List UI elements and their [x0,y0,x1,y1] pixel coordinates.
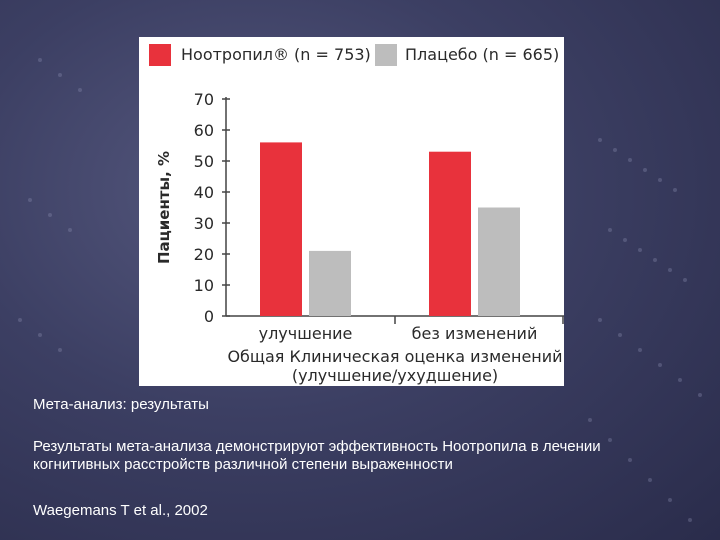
slide-title: Мета-анализ: результаты [33,396,209,413]
y-axis-label: Пациенты, % [155,151,173,264]
bar-nootropil [260,142,302,316]
y-tick-label: 40 [194,183,214,202]
bar-nootropil [429,151,471,316]
y-tick-label: 60 [194,121,214,140]
x-axis-label-line2: (улучшение/ухудшение) [292,366,498,385]
slide-citation: Waegemans T et al., 2002 [33,502,208,519]
bar-chart: 0 10 20 30 40 50 60 70 улучшение без изменений Пац… [155,90,564,385]
y-tick-label: 0 [204,307,214,326]
chart-panel: Ноотропил® (n = 753) Плацебо (n = 665) 0… [139,37,564,386]
legend-label-placebo: Плацебо (n = 665) [405,45,560,64]
y-tick-label: 10 [194,276,214,295]
legend-swatch-placebo [375,44,397,66]
y-tick-label: 20 [194,245,214,264]
y-tick-label: 30 [194,214,214,233]
legend-swatch-nootropil [149,44,171,66]
slide-body-text: Результаты мета-анализа демонстрируют эф… [33,438,601,473]
legend-label-nootropil: Ноотропил® (n = 753) [181,45,371,64]
x-tick-label: улучшение [259,324,353,343]
y-tick-label: 70 [194,90,214,109]
x-tick-label: без изменений [412,324,538,343]
x-axis-label-line1: Общая Клиническая оценка изменений [227,347,562,366]
bar-placebo [478,207,520,316]
y-tick-label: 50 [194,152,214,171]
bar-placebo [309,250,351,316]
